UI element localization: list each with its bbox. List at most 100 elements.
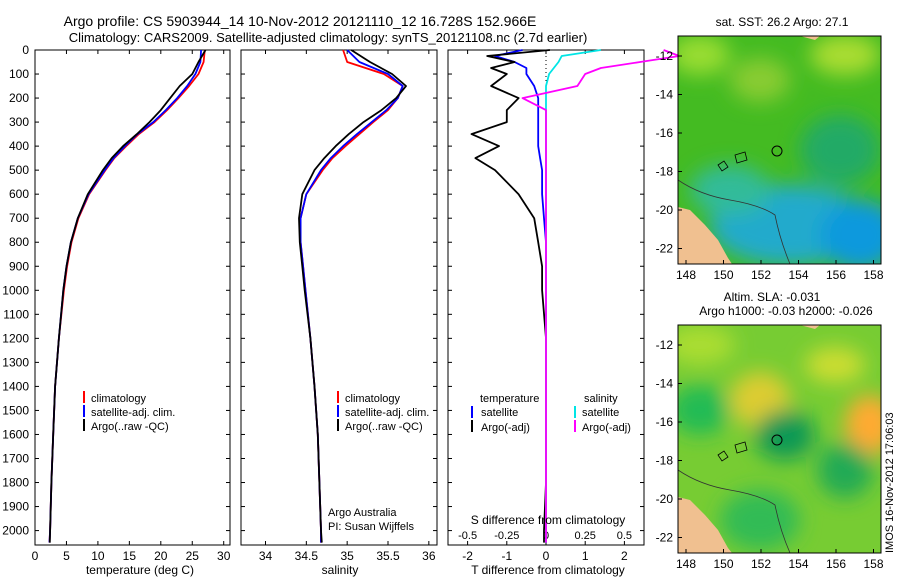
title-line2: Climatology: CARS2009. Satellite-adjuste… bbox=[69, 30, 588, 45]
sla-reef bbox=[717, 441, 748, 462]
series-line-salinity-argo-adj- bbox=[521, 49, 681, 543]
lon-tick-label: 154 bbox=[788, 268, 808, 282]
series-line-salinity-satellite bbox=[545, 49, 602, 543]
title-line1: Argo profile: CS 5903944_14 10-Nov-2012 … bbox=[64, 13, 537, 29]
lat-tick-label: -20 bbox=[656, 203, 674, 217]
sal-x-axis: 34 34.5 35 35.5 36 bbox=[259, 50, 436, 563]
sst-warm-patch bbox=[730, 58, 790, 102]
x-tick-label: 35.5 bbox=[376, 549, 400, 563]
x-tick-label: 34.5 bbox=[295, 549, 319, 563]
sst-map-title: sat. SST: 26.2 Argo: 27.1 bbox=[716, 15, 849, 29]
x2-tick-label: -0.5 bbox=[458, 530, 477, 542]
legend-label-climatology: climatology bbox=[91, 393, 147, 405]
temp-xlabel: temperature (deg C) bbox=[86, 563, 194, 577]
legend-label-temp-argo: Argo(-adj) bbox=[481, 422, 530, 434]
x-tick-label: 10 bbox=[91, 549, 105, 563]
diff-xlabel-top: S difference from climatology bbox=[471, 513, 626, 527]
sla-map bbox=[678, 325, 881, 553]
lat-tick-label: -14 bbox=[656, 88, 674, 102]
sla-low-patch bbox=[720, 490, 800, 550]
depth-tick-label: 1800 bbox=[2, 476, 29, 490]
depth-tick-label: 2000 bbox=[2, 524, 29, 538]
depth-tick-label: 1100 bbox=[3, 307, 29, 321]
lat-tick-label: -12 bbox=[656, 338, 674, 352]
legend-temp-header: temperature bbox=[480, 393, 539, 405]
depth-tick-label: 0 bbox=[22, 43, 29, 57]
legend-label-argo: Argo(..raw -QC) bbox=[345, 421, 423, 433]
lat-tick-label: -20 bbox=[656, 492, 674, 506]
profile-lines bbox=[48, 49, 681, 543]
sla-map-title-1: Altim. SLA: -0.031 bbox=[724, 290, 821, 304]
credit-line2: PI: Susan Wijffels bbox=[328, 521, 414, 533]
depth-tick-label: 700 bbox=[9, 211, 29, 225]
sla-low-patch bbox=[678, 385, 730, 435]
sst-land bbox=[678, 207, 732, 264]
lat-tick-label: -16 bbox=[656, 126, 674, 140]
sla-low-patch bbox=[755, 410, 815, 460]
sst-warm-patch bbox=[810, 36, 880, 75]
x-tick-label: 35 bbox=[340, 549, 354, 563]
lon-tick-label: 150 bbox=[713, 557, 733, 571]
x-tick-label: 15 bbox=[123, 549, 137, 563]
sst-map bbox=[678, 36, 881, 264]
lon-tick-label: 158 bbox=[863, 557, 883, 571]
series-line-satellite-adj-clim- bbox=[299, 49, 404, 543]
lat-tick-label: -22 bbox=[656, 242, 674, 256]
lon-tick-label: 150 bbox=[713, 268, 733, 282]
legend-diff: temperature salinity satellite Argo(-adj… bbox=[471, 393, 631, 434]
argo-position-marker bbox=[771, 434, 783, 446]
lat-tick-label: -22 bbox=[656, 531, 674, 545]
depth-tick-label: 900 bbox=[9, 259, 29, 273]
depth-tick-label: 1700 bbox=[2, 451, 29, 465]
sst-cool-patch bbox=[690, 165, 770, 215]
sst-warm-patch bbox=[678, 36, 730, 75]
lon-tick-label: 156 bbox=[826, 557, 846, 571]
lat-tick-label: -14 bbox=[656, 377, 674, 391]
depth-axis: 0 100 200 300 400 500 600 700 800 900 1000 1100 1200… bbox=[2, 43, 644, 538]
depth-tick-label: 600 bbox=[9, 187, 29, 201]
sla-map-title-2: Argo h1000: -0.03 h2000: -0.026 bbox=[699, 304, 873, 318]
depth-tick-label: 400 bbox=[9, 139, 29, 153]
sla-high-patch bbox=[845, 395, 881, 455]
series-line-satellite-adj-clim- bbox=[48, 49, 202, 543]
x-tick-label: 34 bbox=[259, 549, 273, 563]
sst-coastline bbox=[678, 179, 791, 264]
sal-panel-frame bbox=[240, 49, 438, 546]
depth-tick-label: 200 bbox=[9, 91, 29, 105]
depth-tick-label: 1900 bbox=[2, 500, 29, 514]
x-tick-label: 36 bbox=[422, 549, 436, 563]
series-line-climatology bbox=[48, 49, 206, 543]
sla-coastline bbox=[678, 469, 791, 553]
sla-land bbox=[800, 325, 820, 329]
x-tick-label: 20 bbox=[154, 549, 168, 563]
depth-tick-label: 1200 bbox=[2, 331, 29, 345]
legend-label-sal-argo: Argo(-adj) bbox=[582, 422, 631, 434]
depth-tick-label: 300 bbox=[9, 115, 29, 129]
x-tick-label: 25 bbox=[186, 549, 200, 563]
x-tick-label: 30 bbox=[217, 549, 231, 563]
series-line-argo-raw-qc- bbox=[298, 49, 407, 543]
legend-label-temp-satellite: satellite bbox=[481, 407, 518, 419]
lat-tick-label: -18 bbox=[656, 165, 674, 179]
temp-panel-frame bbox=[34, 49, 231, 546]
x2-tick-label: 0.25 bbox=[574, 530, 595, 542]
depth-tick-label: 800 bbox=[9, 235, 29, 249]
legend-label-sal-satellite: satellite bbox=[582, 407, 619, 419]
x2-tick-label: 0.5 bbox=[617, 530, 632, 542]
sst-cool-patch bbox=[800, 115, 880, 185]
x-tick-label: 1 bbox=[582, 549, 589, 563]
lat-tick-label: -18 bbox=[656, 454, 674, 468]
lon-tick-label: 154 bbox=[788, 557, 808, 571]
depth-tick-label: 500 bbox=[9, 163, 29, 177]
x-tick-label: 0 bbox=[32, 549, 39, 563]
lon-tick-label: 152 bbox=[751, 557, 771, 571]
temp-x-axis: 0 5 10 15 20 25 30 bbox=[32, 50, 231, 563]
lat-tick-label: -12 bbox=[656, 49, 674, 63]
x-tick-label: -1 bbox=[501, 549, 512, 563]
lat-tick-label: -16 bbox=[656, 415, 674, 429]
sal-xlabel: salinity bbox=[322, 563, 359, 577]
lon-tick-label: 158 bbox=[863, 268, 883, 282]
diff-xlabel-bottom: T difference from climatology bbox=[471, 563, 625, 577]
